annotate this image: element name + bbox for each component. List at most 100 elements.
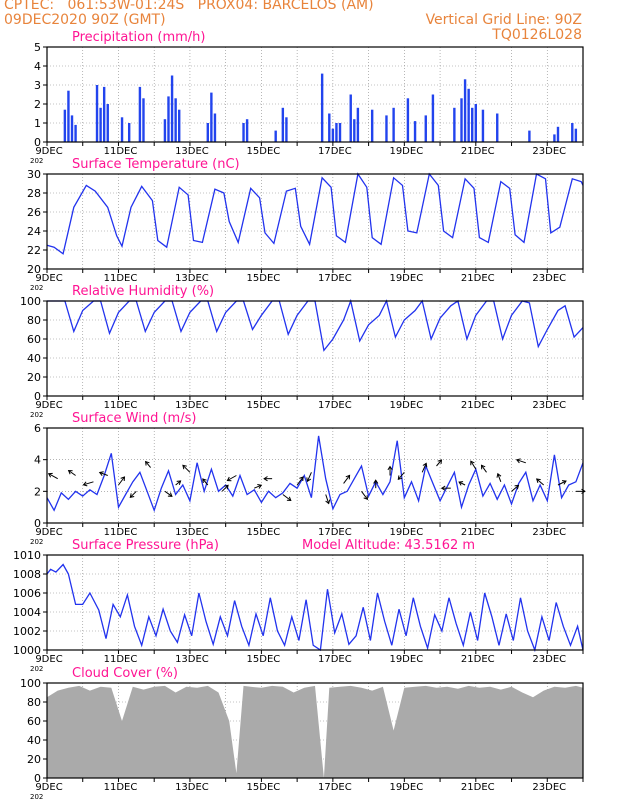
wind-arrow-head [363,495,369,501]
wind-arrow-head [286,496,292,502]
precip-bar [242,123,245,142]
wind-arrow-head [437,459,443,465]
wind-arrow-shaft [129,490,137,498]
y-tick-label: 0 [34,136,41,149]
x-tick-label: 21DEC [461,654,495,665]
y-tick-label: 3 [34,79,41,92]
x-tick-label: 13DEC [175,400,209,411]
wind-arrow-head [397,475,403,480]
wind-arrow-shaft [436,459,442,467]
x-tick-label: 15DEC [247,400,281,411]
precip-bar [213,113,217,142]
precip-bar [63,109,67,142]
x-tick-label: 21DEC [461,400,495,411]
wind-arrow-head [257,484,263,489]
wind-arrow-head [470,460,475,466]
x-tick-label: 17DEC [318,782,352,793]
precip-bar [127,123,131,142]
precip-bar [467,88,470,142]
wind-arrow-head [373,479,379,484]
x-tick-label: 17DEC [318,400,352,411]
x-tick-label: 13DEC [175,273,209,284]
precip-bar [528,130,531,142]
wind-arrow-head [82,481,88,487]
wind-arrow-shaft [470,460,477,470]
x-tick-label: 23DEC [532,654,566,665]
precip-bar [460,98,463,142]
wind-arrow-head [202,478,207,484]
x-tick-label: 11DEC [104,527,138,538]
precip-bar [245,119,249,142]
wind-arrow-head [496,472,502,478]
y-tick-label: 26 [27,206,41,219]
y-tick-label: 1010 [13,549,41,562]
x-tick-label: 23DEC [532,527,566,538]
wind-arrow-head [67,469,73,475]
x-tick-label: 23DEC [532,146,566,157]
precip-bar [138,86,142,142]
wind-arrow-head [345,474,351,480]
precip-bar [167,96,170,142]
precip-bar [431,94,435,142]
panel-frame [46,682,584,779]
y-tick-label: 100 [20,295,41,308]
header-model-id: TQ0126L028 [492,27,582,43]
wind-arrow-head [176,480,182,485]
panel-title: Surface Temperature (nC) [72,157,240,172]
x-tick-label: 13DEC [175,527,209,538]
y-tick-label: 40 [27,734,41,747]
precip-bar [353,119,356,142]
wind-arrow-shaft [325,494,330,504]
wind-arrow-head [440,485,446,491]
x-tick-year-fragment: 202 [30,793,43,800]
precip-bar [206,123,209,142]
x-tick-label: 19DEC [389,527,423,538]
wind-arrow-head [145,460,150,466]
x-tick-label: 9DEC [35,782,62,793]
wind-arrow-head [226,476,232,482]
x-tick-label: 11DEC [104,654,138,665]
header-station: CPTEC: 061:53W-01:24S PROX04: BARCELOS (… [4,0,374,13]
y-tick-label: 60 [27,333,41,346]
x-tick-label: 17DEC [318,527,352,538]
precip-bar [335,123,338,142]
wind-arrow-shaft [557,480,567,486]
x-tick-label: 19DEC [389,146,423,157]
y-tick-label: 100 [20,677,41,690]
y-tick-label: 80 [27,696,41,709]
y-tick-label: 60 [27,715,41,728]
x-tick-label: 17DEC [318,146,352,157]
wind-arrow-head [535,478,541,483]
x-tick-year-fragment: 202 [30,538,43,546]
wind-arrow-head [167,492,173,497]
precip-bar [120,117,124,142]
precip-bar [553,134,556,142]
precip-bar [349,94,352,142]
wind-arrow-head [47,472,53,478]
x-tick-label: 21DEC [461,146,495,157]
wind-arrow-shaft [361,491,368,500]
y-tick-label: 28 [27,187,41,200]
wind-arrow-head [480,464,486,470]
panel-frame [46,46,584,143]
precip-bar [571,123,574,142]
wind-arrow-head [515,458,521,464]
wind-arrow-shaft [282,494,292,501]
y-tick-label: 1008 [13,568,41,581]
panel-title: Relative Humidity (%) [72,284,214,299]
precip-bar [170,75,174,142]
wind-arrow-head [299,476,304,482]
wind-arrow-shaft [481,465,487,473]
precip-bar [274,130,277,142]
x-tick-label: 11DEC [104,146,138,157]
y-tick-label: 1002 [13,625,41,638]
x-tick-label: 9DEC [35,527,62,538]
wind-arrow-shaft [164,490,173,497]
wind-arrow-shaft [227,475,237,481]
precip-bar [556,126,560,142]
wind-arrow-shaft [536,478,545,486]
precip-bar [392,107,395,142]
y-tick-label: 80 [27,314,41,327]
x-tick-label: 23DEC [532,782,566,793]
